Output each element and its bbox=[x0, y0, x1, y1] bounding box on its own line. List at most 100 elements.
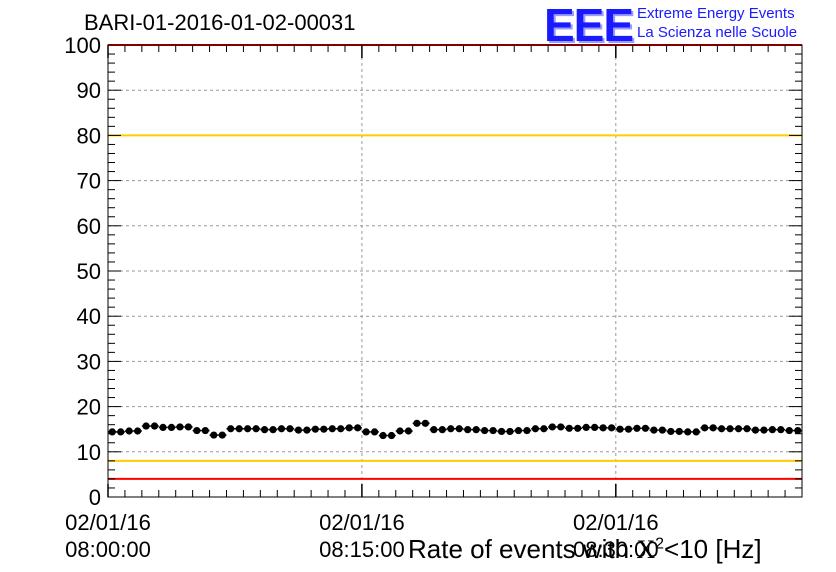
data-point bbox=[184, 423, 193, 431]
x-axis-title-prefix: Rate of events with bbox=[408, 534, 637, 564]
data-point bbox=[320, 425, 328, 433]
data-point bbox=[303, 426, 311, 434]
data-point bbox=[345, 424, 353, 432]
eee-logo-mark: EEE bbox=[544, 0, 634, 51]
data-point bbox=[607, 424, 616, 432]
data-point bbox=[447, 425, 455, 433]
data-point bbox=[404, 427, 413, 435]
data-point bbox=[150, 422, 159, 430]
y-tick-label: 20 bbox=[77, 395, 101, 420]
data-point bbox=[506, 427, 514, 436]
data-point bbox=[497, 427, 506, 436]
data-point bbox=[565, 424, 573, 432]
data-point bbox=[294, 426, 303, 434]
data-point bbox=[210, 431, 218, 439]
data-point bbox=[599, 424, 607, 432]
data-point bbox=[531, 425, 540, 433]
data-point bbox=[421, 419, 429, 427]
eee-logo-text: Extreme Energy Events La Scienza nelle S… bbox=[637, 4, 797, 42]
data-point bbox=[201, 426, 209, 435]
data-point bbox=[684, 428, 692, 436]
data-point bbox=[277, 425, 286, 433]
data-point bbox=[650, 426, 658, 434]
data-point bbox=[328, 425, 336, 433]
data-point bbox=[777, 426, 785, 434]
data-point bbox=[717, 425, 726, 433]
data-point bbox=[125, 427, 133, 435]
data-point bbox=[557, 423, 565, 431]
data-point bbox=[624, 425, 633, 433]
data-point bbox=[785, 426, 793, 435]
data-point bbox=[768, 426, 776, 434]
data-point bbox=[142, 422, 150, 430]
data-point bbox=[734, 425, 743, 433]
x-axis-title-symbol: X bbox=[636, 535, 656, 564]
data-point bbox=[244, 425, 252, 433]
data-point bbox=[616, 425, 624, 433]
x-tick-label-time: 08:30:00 bbox=[573, 537, 659, 562]
data-point bbox=[591, 423, 599, 431]
data-point bbox=[354, 424, 362, 432]
data-point bbox=[235, 425, 243, 433]
x-tick-label-time: 08:15:00 bbox=[319, 537, 405, 562]
data-point bbox=[286, 425, 294, 433]
data-points bbox=[108, 419, 802, 440]
data-point bbox=[396, 427, 404, 435]
x-axis-title-suffix: <10 [Hz] bbox=[664, 534, 762, 564]
data-point bbox=[218, 431, 226, 439]
y-tick-label: 0 bbox=[89, 485, 101, 510]
y-tick-label: 10 bbox=[77, 440, 101, 465]
data-point bbox=[472, 426, 480, 434]
data-point bbox=[667, 427, 675, 436]
data-point bbox=[540, 425, 548, 433]
data-point bbox=[159, 423, 167, 431]
y-tick-label: 90 bbox=[77, 78, 101, 103]
data-point bbox=[387, 431, 396, 440]
data-point bbox=[167, 423, 176, 431]
data-point bbox=[227, 425, 235, 433]
y-tick-label: 40 bbox=[77, 304, 101, 329]
data-point bbox=[455, 425, 463, 433]
data-point bbox=[582, 423, 590, 431]
x-tick-label-date: 02/01/16 bbox=[573, 510, 659, 535]
data-point bbox=[751, 426, 760, 434]
data-point bbox=[379, 431, 387, 440]
data-point bbox=[337, 425, 345, 433]
y-tick-label: 50 bbox=[77, 259, 101, 284]
y-tick-label: 30 bbox=[77, 349, 101, 374]
eee-logo: EEE Extreme Energy Events La Scienza nel… bbox=[544, 0, 797, 51]
data-point bbox=[692, 428, 700, 436]
data-point bbox=[743, 425, 751, 433]
logo-line-1: Extreme Energy Events bbox=[637, 5, 795, 22]
y-tick-label: 100 bbox=[64, 33, 101, 58]
y-axis: 0 10 20 30 40 50 60 70 80 90 100 bbox=[64, 33, 802, 510]
data-point bbox=[658, 426, 666, 434]
data-point bbox=[794, 426, 802, 435]
data-point bbox=[176, 423, 184, 431]
data-point bbox=[514, 426, 523, 435]
x-tick-label-date: 02/01/16 bbox=[319, 510, 405, 535]
data-point bbox=[193, 426, 201, 435]
data-point bbox=[675, 427, 683, 436]
x-tick-label-time: 08:00:00 bbox=[65, 537, 151, 562]
data-point bbox=[430, 426, 438, 434]
data-point bbox=[726, 425, 734, 433]
y-tick-label: 70 bbox=[77, 169, 101, 194]
chart-title: BARI-01-2016-01-02-00031 bbox=[84, 10, 356, 35]
data-point bbox=[413, 419, 421, 427]
reference-lines bbox=[108, 44, 802, 480]
data-point bbox=[252, 425, 260, 433]
data-point bbox=[269, 426, 277, 434]
data-point bbox=[311, 425, 319, 433]
x-axis-title-superscript: 2 bbox=[655, 535, 665, 553]
data-point bbox=[438, 426, 446, 434]
data-point bbox=[489, 426, 497, 435]
logo-line-2: La Scienza nelle Scuole bbox=[637, 24, 798, 41]
x-axis: 02/01/1608:00:0002/01/1608:15:0002/01/16… bbox=[65, 45, 803, 562]
data-point bbox=[709, 424, 717, 432]
data-point bbox=[464, 426, 472, 434]
data-point bbox=[574, 424, 582, 432]
y-tick-label: 80 bbox=[77, 123, 101, 148]
data-point bbox=[548, 423, 556, 431]
